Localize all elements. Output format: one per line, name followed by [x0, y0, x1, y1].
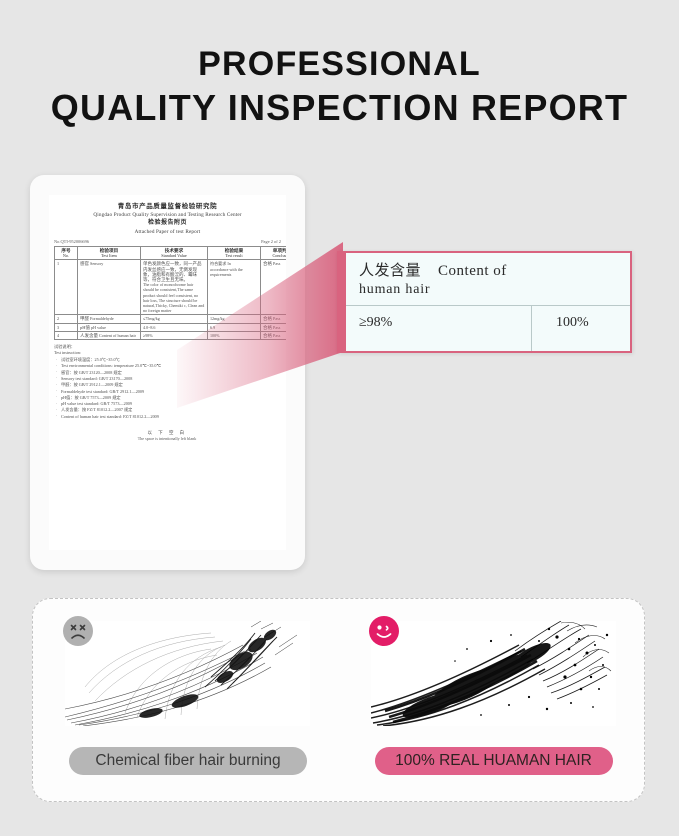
chemical-fiber-label: Chemical fiber hair burning [69, 747, 307, 775]
note-item: Content of human hair test standard: FZ/… [56, 413, 280, 420]
table-col-no: 序号 No. [54, 245, 78, 261]
row-conclusion: 合格 Pass [260, 330, 286, 341]
callout-standard-value: ≥98% [346, 306, 532, 351]
row-test-result: 12mg/kg [207, 314, 261, 324]
note-item: 感官：按 GB/T 23120—2008 规定 [56, 369, 280, 376]
callout-title-en-2: human hair [359, 282, 431, 297]
callout-title-cn: 人发含量 [359, 263, 422, 279]
report-number: No.QTI-952006696 [54, 239, 89, 244]
sad-face-icon [63, 616, 93, 646]
report-page-number: Page 2 of 2 [261, 239, 281, 244]
report-table: 序号 No. 检验项目 Test Item 技术要求 Standard Valu… [54, 245, 286, 341]
inspection-report-card: 青岛市产品质量监督检验研究院 Qingdao Product Quality S… [30, 175, 305, 570]
report-org-name-cn: 青岛市产品质量监督检验研究院 [117, 203, 218, 210]
row-standard-value: 单色发颜色应一致，同一产品内发丝感应一致，无倒发现象，油脂和有酸涩的、霉味等，符… [140, 259, 208, 316]
table-col-test-item: 检验项目 Test Item [77, 245, 141, 261]
row-standard-value: 4.0~8.6 [140, 322, 208, 332]
note-item: 人发含量：按 FZ/T 81012.2—2007 规定 [56, 407, 280, 414]
row-no: 2 [54, 314, 78, 324]
table-row-human-hair-content: 4 人发含量 Content of human hair ≥98% 100% 合… [54, 330, 286, 341]
note-item: Sensory test standard: GB/T 23170—2008 [56, 375, 280, 382]
row-no: 4 [54, 330, 78, 341]
callout-title-row: 人发含量 Content of human hair [346, 253, 630, 306]
page-title-line1: PROFESSIONAL [198, 45, 481, 83]
table-row: 3 pH值 pH value 4.0~8.6 6.9 合格 Pass [54, 322, 286, 332]
note-item: Test environmental conditions: temperatu… [56, 363, 280, 370]
blank-notice-en: The space is intentionally left blank [137, 436, 197, 442]
inspection-report-paper: 青岛市产品质量监督检验研究院 Qingdao Product Quality S… [49, 195, 286, 550]
note-item: 甲醛：按 GB/T 2912.1—2009 规定 [56, 382, 280, 389]
row-test-result: 6.9 [207, 322, 261, 332]
page-title-line2: QUALITY INSPECTION REPORT [50, 87, 629, 128]
callout-test-result: 100% [556, 315, 589, 330]
row-no: 1 [54, 259, 78, 316]
row-test-item: 感官 Sensory [77, 259, 141, 316]
table-row: 2 甲醛 Formaldehyde ≤75mg/kg 12mg/kg 合格 Pa… [54, 314, 286, 324]
table-row: 1 感官 Sensory 单色发颜色应一致，同一产品内发丝感应一致，无倒发现象，… [54, 259, 286, 316]
row-conclusion: 合格 Pass [260, 314, 286, 324]
row-conclusion: 合格 Pass [260, 322, 286, 332]
note-item: 试验室环境温度：25.0℃~35.0℃ [56, 357, 280, 364]
real-human-hair-photo [370, 621, 616, 726]
row-test-result: 符合要求 In accordance with the requirements [207, 259, 261, 316]
table-col-standard-value: 技术要求 Standard Value [140, 245, 208, 261]
page-title: PROFESSIONAL QUALITY INSPECTION REPORT [0, 44, 679, 130]
note-item: Formaldehyde test standard: GB/T 2912.1—… [56, 388, 280, 395]
real-human-hair-label: 100% REAL HUAMAN HAIR [374, 747, 613, 775]
table-col-test-result: 检验结果 Test result [207, 245, 261, 261]
row-conclusion: 合格 Pass [260, 259, 286, 316]
blank-notice-cn: 以 下 空 白 [147, 430, 187, 436]
table-header-row: 序号 No. 检验项目 Test Item 技术要求 Standard Valu… [54, 245, 286, 261]
row-test-item: 人发含量 Content of human hair [77, 330, 141, 341]
report-notes: 试验说明： Test instruction: 试验室环境温度：25.0℃~35… [54, 344, 280, 442]
comparison-card: Chemical fiber hair burning [32, 598, 645, 802]
callout-value-row: ≥98% 100% [346, 306, 630, 351]
row-test-result: 100% [207, 330, 261, 341]
happy-face-icon [368, 616, 399, 646]
row-no: 3 [54, 322, 78, 332]
report-header: 青岛市产品质量监督检验研究院 Qingdao Product Quality S… [49, 195, 286, 236]
notes-title-cn: 试验说明： [54, 344, 75, 350]
callout-title-en-1: Content of [438, 263, 507, 279]
callout-title-line1: 人发含量 Content of [359, 262, 630, 281]
note-item: pH value test standard: GB/T 7573—2009 [56, 401, 280, 408]
table-col-conclusion: 单项判定 Conclusion [260, 245, 286, 261]
chemical-fiber-hair-photo [65, 621, 310, 726]
report-doc-title-en: Attached Paper of test Report [134, 229, 201, 235]
note-item: pH值：按 GB/T 7573—2009 规定 [56, 394, 280, 401]
row-test-item: pH值 pH value [77, 322, 141, 332]
report-meta: No.QTI-952006696 Page 2 of 2 [49, 236, 286, 246]
notes-list: 试验室环境温度：25.0℃~35.0℃ Test environmental c… [54, 357, 280, 420]
row-test-item: 甲醛 Formaldehyde [77, 314, 141, 324]
report-org-name-en: Qingdao Product Quality Supervision and … [93, 212, 242, 218]
comparison-panel-real-hair: 100% REAL HUAMAN HAIR [339, 599, 645, 801]
row-standard-value: ≥98% [140, 330, 208, 341]
notes-title-en: Test instruction: [54, 350, 82, 356]
report-doc-title-cn: 检验报告附页 [147, 220, 187, 226]
highlight-callout: 人发含量 Content of human hair ≥98% 100% [337, 251, 632, 353]
comparison-panel-chemical-fiber: Chemical fiber hair burning [33, 599, 339, 801]
row-standard-value: ≤75mg/kg [140, 314, 208, 324]
